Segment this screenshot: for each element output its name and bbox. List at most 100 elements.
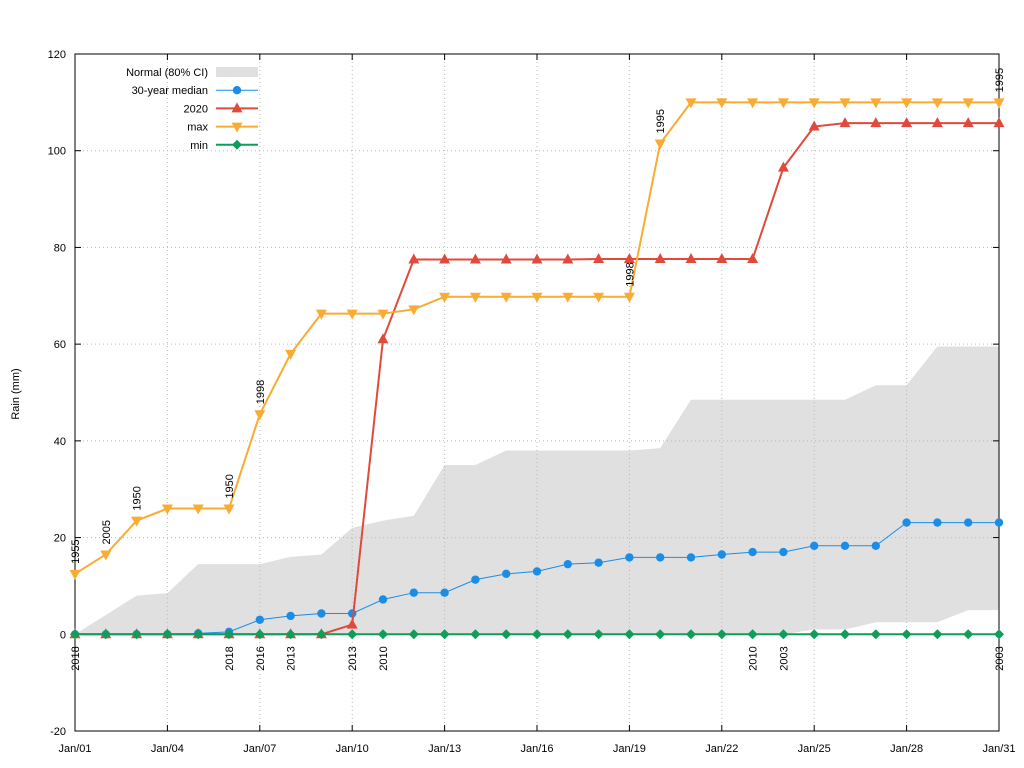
data-point-2020: [500, 253, 512, 264]
data-point-30-year-median: [964, 518, 973, 527]
data-point-30-year-median: [471, 575, 480, 584]
data-point-2020: [993, 117, 1005, 128]
data-point-max: [377, 309, 389, 320]
data-point-min: [501, 629, 512, 640]
data-point-2020: [377, 333, 389, 344]
data-point-min: [932, 629, 943, 640]
data-point-30-year-median: [317, 609, 326, 618]
data-point-min: [840, 629, 850, 640]
data-point-min: [347, 629, 358, 640]
record-max-year-label: 1995: [655, 109, 667, 133]
y-axis-label: Rain (mm): [10, 368, 22, 419]
y-tick-label: 120: [48, 49, 66, 61]
data-point-min: [994, 629, 1004, 640]
data-point-max: [408, 305, 420, 316]
x-tick-label: Jan/19: [613, 743, 646, 755]
legend-label: min: [190, 140, 208, 152]
data-point-min: [809, 629, 820, 640]
data-point-2020: [469, 253, 481, 264]
data-point-30-year-median: [563, 559, 572, 569]
data-point-max: [839, 98, 851, 109]
data-point-min: [439, 629, 450, 640]
x-tick-label: Jan/25: [798, 743, 831, 755]
data-point-min: [316, 629, 327, 640]
data-point-2020: [593, 253, 605, 264]
data-point-30-year-median: [748, 547, 757, 557]
data-point-min: [532, 629, 542, 640]
data-point-min: [408, 629, 419, 640]
data-point-max: [870, 98, 882, 109]
data-point-min: [716, 629, 727, 640]
legend-marker: [231, 102, 243, 113]
x-tick-label: Jan/22: [705, 743, 738, 755]
y-tick-label: -20: [50, 726, 66, 738]
data-point-max: [531, 292, 543, 303]
axis-layer: -20 0 20 40 60 80 100 120 Jan/01 Jan/04 Jan/07 Jan/…: [48, 49, 1016, 755]
data-point-30-year-median: [994, 518, 1004, 527]
data-point-max: [623, 292, 635, 303]
data-point-2020: [839, 117, 851, 128]
data-point-30-year-median: [871, 541, 880, 550]
data-point-30-year-median: [810, 541, 819, 550]
data-point-max: [161, 504, 173, 515]
record-max-year-label: 1998: [255, 380, 267, 404]
data-point-min: [747, 629, 758, 640]
data-point-min: [162, 629, 173, 640]
data-point-2020: [870, 117, 882, 128]
data-point-30-year-median: [840, 541, 850, 550]
record-max-year-label: 1950: [132, 486, 144, 510]
record-max-year-label: 1995: [994, 68, 1006, 92]
data-point-min: [593, 629, 604, 640]
data-point-2020: [439, 253, 451, 264]
data-point-max: [747, 98, 759, 109]
data-point-max: [100, 550, 112, 561]
data-point-30-year-median: [656, 553, 665, 562]
data-point-30-year-median: [502, 569, 511, 579]
data-point-max: [192, 504, 204, 515]
x-tick-label: Jan/28: [890, 743, 923, 755]
data-point-2020: [901, 117, 913, 128]
data-point-min: [131, 629, 142, 640]
data-point-min: [378, 629, 388, 640]
data-point-30-year-median: [902, 518, 911, 527]
record-max-year-label: 1998: [624, 262, 636, 286]
data-point-min: [193, 629, 204, 640]
data-point-30-year-median: [686, 553, 696, 562]
data-point-min: [470, 629, 481, 640]
data-point-30-year-median: [440, 588, 449, 597]
record-min-year-label: 2016: [255, 646, 267, 670]
legend-label: 30-year median: [132, 85, 208, 97]
series-layer: [69, 98, 1005, 640]
data-point-max: [931, 98, 943, 109]
data-point-2020: [346, 618, 358, 629]
data-point-max: [993, 98, 1005, 109]
y-tick-label: 80: [54, 242, 66, 254]
data-point-min: [963, 629, 974, 640]
data-point-min: [624, 629, 635, 640]
data-point-max: [808, 98, 820, 109]
data-point-2020: [962, 117, 974, 128]
data-point-2020: [654, 253, 666, 264]
y-tick-label: 60: [54, 339, 66, 351]
data-point-2020: [623, 253, 635, 264]
record-min-year-label: 2010: [748, 646, 760, 670]
data-point-min: [224, 629, 234, 640]
data-point-30-year-median: [717, 550, 726, 559]
data-point-min: [254, 629, 265, 640]
data-point-max: [254, 410, 266, 421]
record-min-year-label: 2003: [778, 646, 790, 670]
data-point-min: [655, 629, 666, 640]
data-point-2020: [931, 117, 943, 128]
data-point-30-year-median: [594, 558, 603, 567]
data-point-min: [100, 629, 111, 640]
data-point-max: [439, 292, 451, 303]
data-point-min: [285, 629, 296, 640]
data-point-max: [593, 292, 605, 303]
y-tick-label: 100: [48, 146, 66, 158]
x-tick-label: Jan/13: [428, 743, 461, 755]
legend-label: 2020: [184, 103, 208, 115]
record-max-year-label: 1955: [70, 539, 82, 563]
legend-marker: [232, 86, 242, 95]
data-point-30-year-median: [255, 615, 264, 624]
